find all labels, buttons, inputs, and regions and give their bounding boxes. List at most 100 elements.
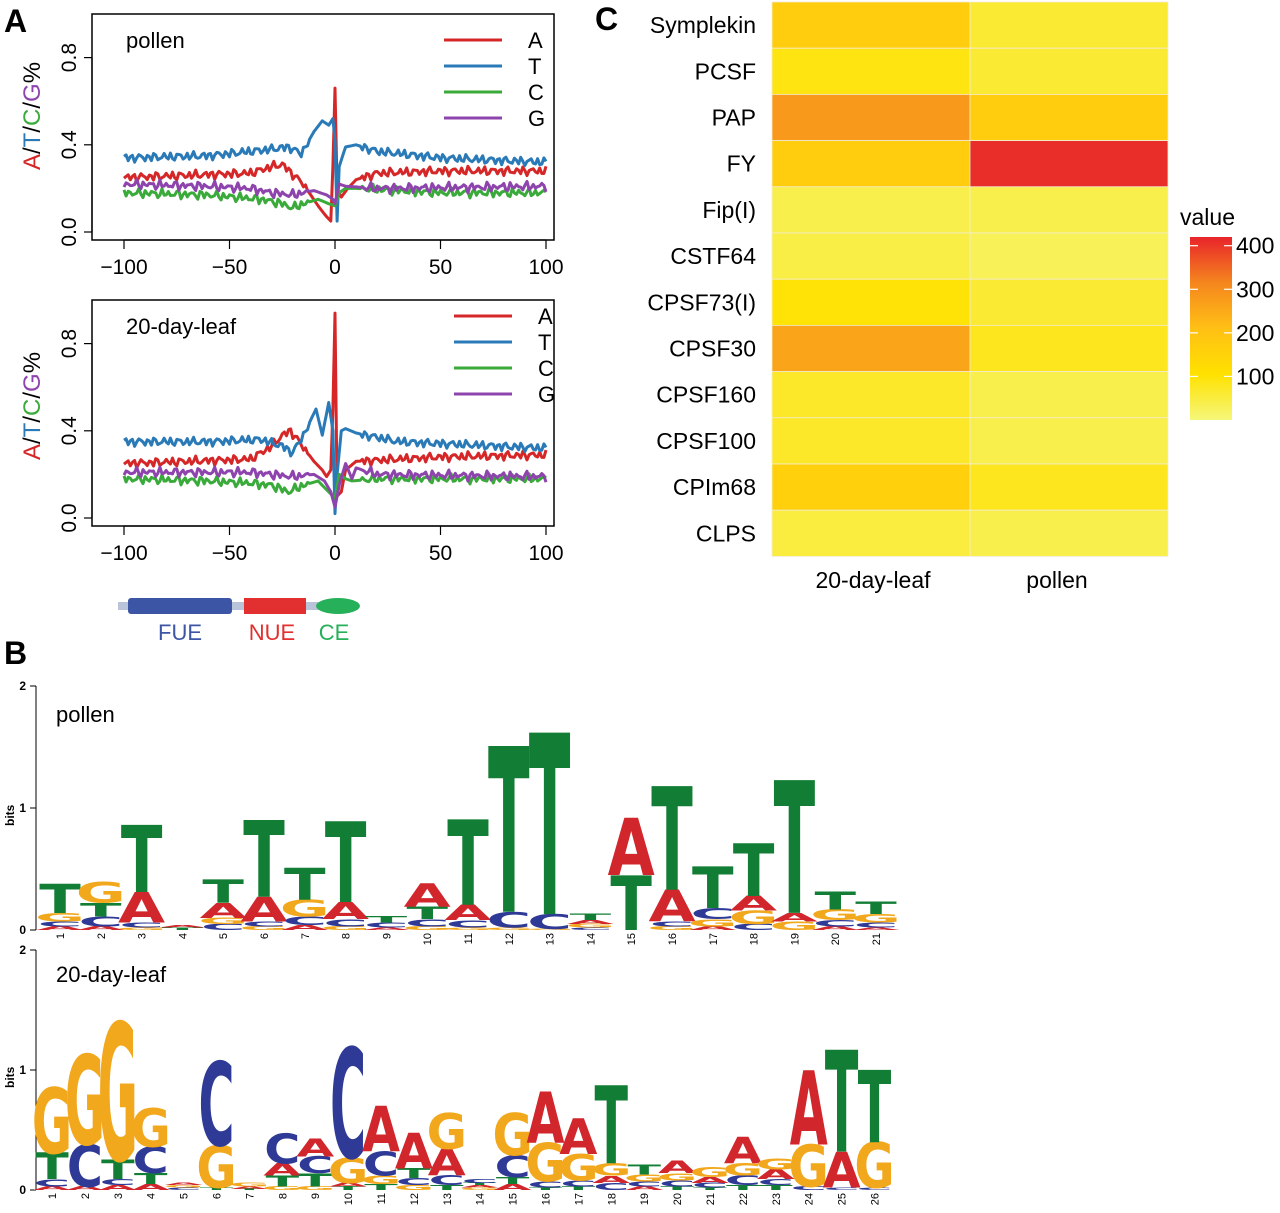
- heatmap-cell: [969, 278, 1169, 326]
- x-tick-label: 0: [329, 542, 341, 565]
- logo-letter-A: A: [494, 1183, 533, 1193]
- logo-letter-C: C: [429, 1173, 465, 1188]
- logo-letter-C: C: [813, 919, 858, 929]
- line-plot-pollen: A/T/C/G% 0.00.40.8 −100 −50 0 50 100 pollen …: [19, 13, 564, 279]
- logo-letter-T: T: [610, 861, 652, 949]
- logo-letter-T: T: [284, 860, 326, 910]
- logo-position-label: 17: [573, 1193, 585, 1205]
- colorbar-title: value: [1180, 204, 1235, 230]
- logo-letter-C: C: [824, 1187, 860, 1191]
- heatmap-cell: [969, 232, 1169, 280]
- logo-y-tick-label: 0: [19, 1183, 26, 1197]
- panel-label-b: B: [4, 635, 27, 671]
- heatmap-cell: [771, 47, 971, 95]
- logo-letter-C: C: [495, 1149, 531, 1184]
- logo-letter-G: G: [198, 916, 248, 926]
- logo-letter-A: A: [428, 1143, 467, 1185]
- logo-letter-A: A: [559, 1108, 597, 1166]
- x-axis: −100 −50 0 50 100: [100, 525, 564, 565]
- logo-letter-A: A: [823, 1142, 861, 1200]
- logo-letters: ACGTACTGGCATTACGATGCATACGTGCATACTGCTAGCA…: [35, 683, 901, 973]
- logo-position-label: 5: [218, 933, 230, 939]
- logo-letter-C: C: [854, 922, 899, 930]
- logo-letter-G: G: [591, 1160, 631, 1179]
- logo-letter-C: C: [560, 1179, 596, 1189]
- logo-letter-A: A: [66, 1186, 104, 1192]
- sequence-logo-pollen: 012 bits pollen ACGTACTGGCATTACGATGCATAC…: [3, 679, 901, 973]
- logo-letter-G: G: [427, 1103, 467, 1161]
- logo-letter-T: T: [162, 927, 204, 931]
- logo-letter-T: T: [660, 1186, 694, 1192]
- logo-letter-A: A: [33, 1186, 71, 1192]
- logo-letter-G: G: [657, 1171, 697, 1182]
- logo-letter-A: A: [36, 925, 84, 931]
- logo-y-label: bits: [3, 804, 17, 826]
- logo-position-label: 5: [179, 1193, 191, 1199]
- y-axis-label: A/T/C/G%: [19, 62, 46, 170]
- logo-letter-T: T: [121, 809, 163, 915]
- logo-letter-T: T: [529, 1187, 563, 1191]
- logo-letter-T: T: [627, 1163, 661, 1178]
- legend-label-C: C: [538, 356, 554, 381]
- logo-letter-A: A: [363, 927, 411, 931]
- logo-position-label: 8: [277, 1193, 289, 1199]
- logo-letter-G: G: [65, 1031, 105, 1174]
- fue-box: [128, 598, 232, 614]
- logo-letter-C: C: [297, 1152, 333, 1179]
- logo-letter-G: G: [460, 1187, 500, 1191]
- logo-position-label: 4: [146, 1193, 158, 1199]
- logo-letter-T: T: [825, 1022, 858, 1185]
- logo-title: pollen: [56, 702, 115, 727]
- logo-position-label: 19: [789, 933, 801, 945]
- logo-letter-G: G: [690, 1165, 730, 1180]
- logo-letter-A: A: [118, 885, 166, 933]
- x-tick-label: −50: [212, 256, 248, 279]
- y-tick-label: 0.8: [58, 329, 81, 358]
- logo-letter-C: C: [731, 922, 776, 932]
- nue-box: [244, 598, 306, 614]
- logo-letter-C: C: [34, 1177, 70, 1188]
- logo-position-label: 15: [626, 933, 638, 945]
- logo-letter-T: T: [101, 1155, 135, 1186]
- heatmap-row-label: CPSF73(I): [647, 289, 756, 315]
- logo-position-label: 1: [55, 933, 67, 939]
- logo-position-label: 10: [343, 1193, 355, 1205]
- logo-position-label: 20: [672, 1193, 684, 1205]
- heatmap-cell: [771, 463, 971, 511]
- legend-label-A: A: [528, 28, 543, 53]
- logo-letter-C: C: [264, 1125, 300, 1173]
- logo-letter-G: G: [131, 1098, 171, 1159]
- logo-letter-T: T: [774, 745, 816, 957]
- series-line-C: [122, 472, 547, 500]
- legend-label-G: G: [528, 106, 545, 131]
- logo-letter-A: A: [691, 1175, 730, 1185]
- heatmap-cell: [771, 232, 971, 280]
- series-group: [122, 86, 548, 223]
- logo-letter-G: G: [624, 1173, 664, 1184]
- y-tick-label: 0.4: [58, 130, 81, 160]
- logo-y-label: bits: [3, 1066, 17, 1088]
- logo-position-label: 14: [585, 933, 597, 945]
- logo-letter-T: T: [692, 855, 734, 922]
- x-tick-label: 50: [429, 542, 452, 565]
- logo-letter-A: A: [263, 1160, 302, 1179]
- nue-label: NUE: [249, 620, 295, 645]
- heatmap-cell: [969, 509, 1169, 557]
- panel-label-a: A: [4, 3, 27, 39]
- colorbar: [1190, 237, 1232, 420]
- heatmap-cell: [969, 463, 1169, 511]
- logo-letter-C: C: [100, 1178, 136, 1188]
- legend-label-T: T: [528, 54, 541, 79]
- logo-letter-G: G: [117, 927, 167, 931]
- sequence-logo-20-day-leaf: 012 bits 20-day-leaf ACTGACGACTGATCGCGAT…: [3, 943, 895, 1205]
- logo-letter-G: G: [163, 1185, 203, 1189]
- x-tick-label: −100: [100, 256, 147, 279]
- logo-letter-T: T: [595, 1065, 629, 1190]
- schematic-backbone: [118, 602, 358, 610]
- heatmap-row-label: Fip(I): [702, 197, 756, 223]
- logo-letter-G: G: [443, 927, 493, 931]
- logo-letter-T: T: [35, 1146, 69, 1188]
- heatmap-row-label: CPSF30: [669, 336, 756, 362]
- logo-letter-G: G: [756, 1156, 796, 1174]
